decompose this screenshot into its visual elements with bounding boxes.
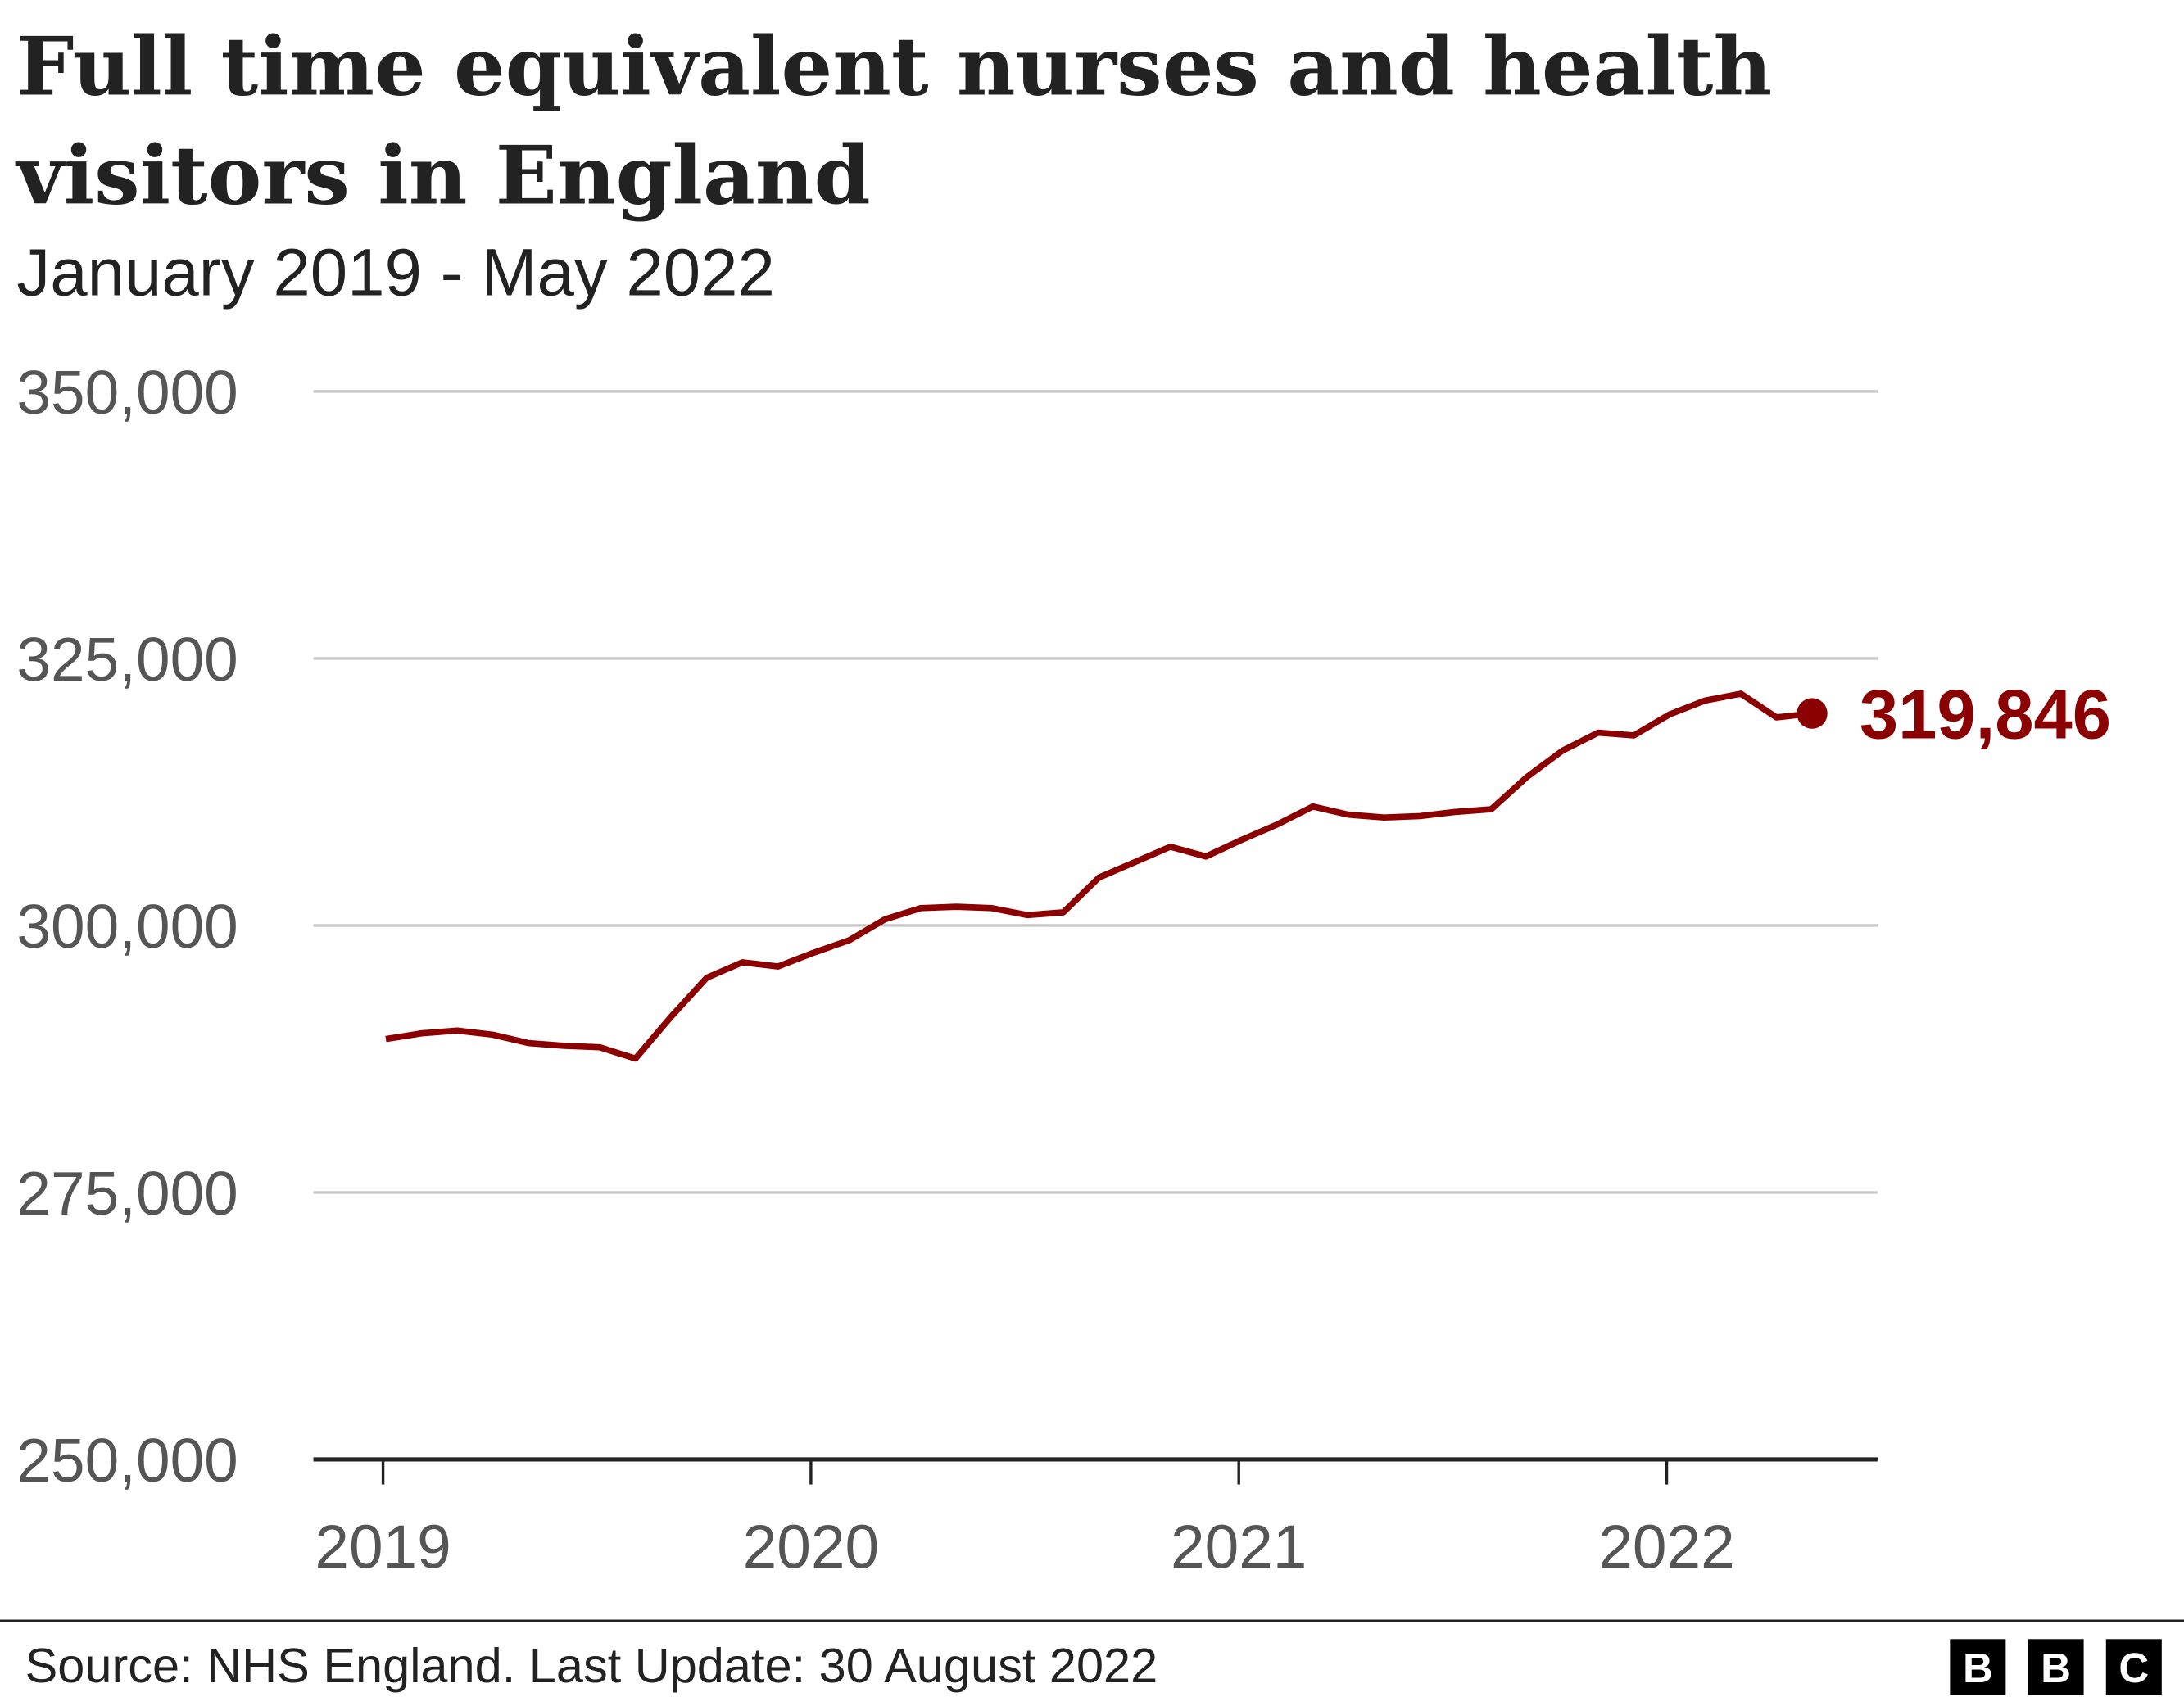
series-line <box>385 690 1813 1062</box>
chart-title-line-2: visitors in England <box>15 128 870 223</box>
svg-text:B: B <box>1963 1645 1993 1691</box>
y-tick-label: 250,000 <box>16 1426 238 1495</box>
y-tick-label: 325,000 <box>16 625 238 694</box>
source-note: Source: NHS England. Last Update: 30 Aug… <box>25 1638 1158 1693</box>
bbc-logo: B B C <box>1950 1639 2162 1695</box>
x-tick-label: 2020 <box>743 1513 879 1582</box>
y-tick-label: 275,000 <box>16 1159 238 1228</box>
y-tick-label: 300,000 <box>16 892 238 961</box>
y-tick-label: 350,000 <box>16 358 238 427</box>
x-tick-label: 2022 <box>1598 1513 1734 1582</box>
x-tick-label: 2021 <box>1171 1513 1307 1582</box>
svg-text:B: B <box>2041 1645 2071 1691</box>
end-value-label: 319,846 <box>1860 677 2111 754</box>
x-tick-label: 2019 <box>315 1513 451 1582</box>
chart-subtitle: January 2019 - May 2022 <box>16 236 774 310</box>
end-point-marker <box>1797 698 1828 729</box>
svg-text:C: C <box>2118 1645 2149 1691</box>
chart-title-line-1: Full time equivalent nurses and health <box>16 20 1772 115</box>
